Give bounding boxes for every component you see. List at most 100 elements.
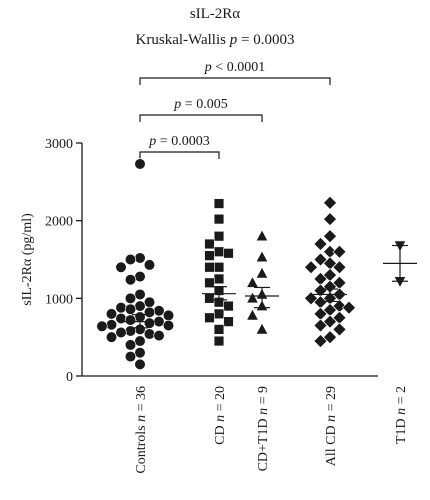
data-point bbox=[213, 324, 225, 335]
data-point bbox=[124, 350, 137, 363]
data-point bbox=[115, 326, 127, 339]
comparison-value: = 0.005 bbox=[181, 97, 227, 112]
data-point bbox=[255, 322, 269, 335]
data-point bbox=[96, 320, 108, 332]
data-point bbox=[105, 319, 118, 331]
data-point bbox=[204, 262, 215, 273]
data-point bbox=[124, 292, 137, 304]
data-point bbox=[223, 316, 234, 327]
data-point bbox=[143, 317, 156, 329]
data-point bbox=[246, 291, 259, 304]
comparison-value: = 0.0003 bbox=[156, 134, 209, 149]
data-point bbox=[124, 253, 137, 266]
points bbox=[96, 158, 407, 370]
comparison-label: p = 0.0003 bbox=[148, 134, 209, 149]
data-point bbox=[323, 195, 337, 210]
chart-subtitle-value: = 0.0003 bbox=[237, 32, 294, 48]
data-point bbox=[162, 319, 175, 332]
group-3-points bbox=[304, 195, 356, 348]
x-category-label: T1D n = 2 bbox=[394, 386, 409, 444]
data-point bbox=[153, 305, 165, 317]
comparison-label: p = 0.005 bbox=[173, 97, 227, 112]
category-n: n bbox=[213, 415, 228, 422]
data-point bbox=[124, 325, 137, 337]
y-tick-label: 0 bbox=[66, 370, 73, 385]
data-point bbox=[204, 250, 215, 261]
data-point bbox=[313, 318, 328, 333]
comparison-bracket bbox=[139, 77, 331, 85]
data-point bbox=[213, 262, 225, 273]
data-point bbox=[115, 312, 127, 325]
y-tick-label: 3000 bbox=[45, 137, 73, 152]
data-point bbox=[124, 339, 137, 351]
data-point bbox=[153, 330, 165, 342]
data-point bbox=[134, 358, 146, 370]
x-category-label: CD+T1D n = 9 bbox=[256, 386, 271, 471]
data-point bbox=[332, 260, 347, 275]
chart-subtitle-p: p bbox=[229, 32, 238, 48]
x-category-label: Controls n = 36 bbox=[134, 386, 149, 474]
data-point bbox=[115, 302, 127, 314]
data-point bbox=[134, 252, 146, 264]
data-point bbox=[246, 275, 259, 288]
data-point bbox=[124, 314, 137, 326]
group-0-points bbox=[96, 158, 175, 370]
comparison-bracket bbox=[139, 151, 220, 159]
data-point bbox=[332, 322, 347, 337]
data-point bbox=[246, 308, 259, 321]
category-name: All CD bbox=[324, 422, 339, 466]
data-point bbox=[223, 300, 234, 312]
comparison-label: p < 0.0001 bbox=[204, 60, 265, 75]
data-point bbox=[124, 274, 137, 286]
stats bbox=[123, 244, 417, 329]
category-n: n bbox=[394, 408, 409, 415]
data-point bbox=[323, 212, 337, 227]
data-point bbox=[143, 306, 156, 318]
data-point bbox=[213, 231, 225, 242]
x-category-label: CD n = 20 bbox=[213, 386, 228, 445]
x-labels: Controls n = 36 CD n = 20 CD+T1D n = 9 All … bbox=[134, 386, 409, 474]
data-point bbox=[313, 237, 328, 251]
data-point bbox=[255, 229, 269, 242]
category-n: n bbox=[134, 415, 149, 422]
chart-subtitle: Kruskal-Wallis p = 0.0003 bbox=[136, 32, 295, 48]
category-name: T1D bbox=[394, 415, 409, 444]
group-1-points bbox=[204, 198, 234, 347]
data-point bbox=[255, 266, 269, 279]
data-point bbox=[143, 259, 156, 271]
data-point bbox=[213, 213, 225, 225]
data-point bbox=[143, 296, 156, 308]
data-point bbox=[213, 198, 225, 209]
category-n-value: = 20 bbox=[213, 386, 228, 415]
comparison-p: p bbox=[173, 97, 181, 112]
data-point bbox=[105, 308, 118, 320]
data-point bbox=[213, 273, 225, 285]
chart-subtitle-prefix: Kruskal-Wallis bbox=[136, 32, 230, 48]
comparison-bracket bbox=[139, 114, 263, 122]
data-point bbox=[162, 309, 175, 322]
category-name: Controls bbox=[134, 422, 149, 474]
data-point bbox=[143, 328, 156, 340]
data-point bbox=[213, 246, 225, 257]
data-point bbox=[105, 331, 118, 343]
data-point bbox=[213, 335, 225, 347]
chart-title: sIL-2Rα bbox=[190, 6, 240, 22]
data-point bbox=[204, 277, 215, 288]
data-point bbox=[134, 300, 146, 312]
category-name: CD bbox=[213, 422, 228, 445]
data-point bbox=[213, 308, 225, 320]
data-point bbox=[134, 335, 146, 347]
data-point bbox=[313, 334, 328, 348]
data-point bbox=[204, 293, 215, 304]
x-category-label: All CD n = 29 bbox=[324, 386, 339, 466]
category-n-value: = 29 bbox=[324, 386, 339, 415]
comparison-value: < 0.0001 bbox=[212, 60, 265, 75]
data-point bbox=[204, 312, 215, 323]
y-tick-label: 2000 bbox=[45, 215, 73, 230]
data-point bbox=[134, 158, 146, 170]
y-ticks: 0 1000 2000 3000 bbox=[45, 137, 82, 385]
data-point bbox=[134, 288, 146, 301]
data-point bbox=[134, 347, 146, 359]
data-point bbox=[223, 248, 234, 259]
